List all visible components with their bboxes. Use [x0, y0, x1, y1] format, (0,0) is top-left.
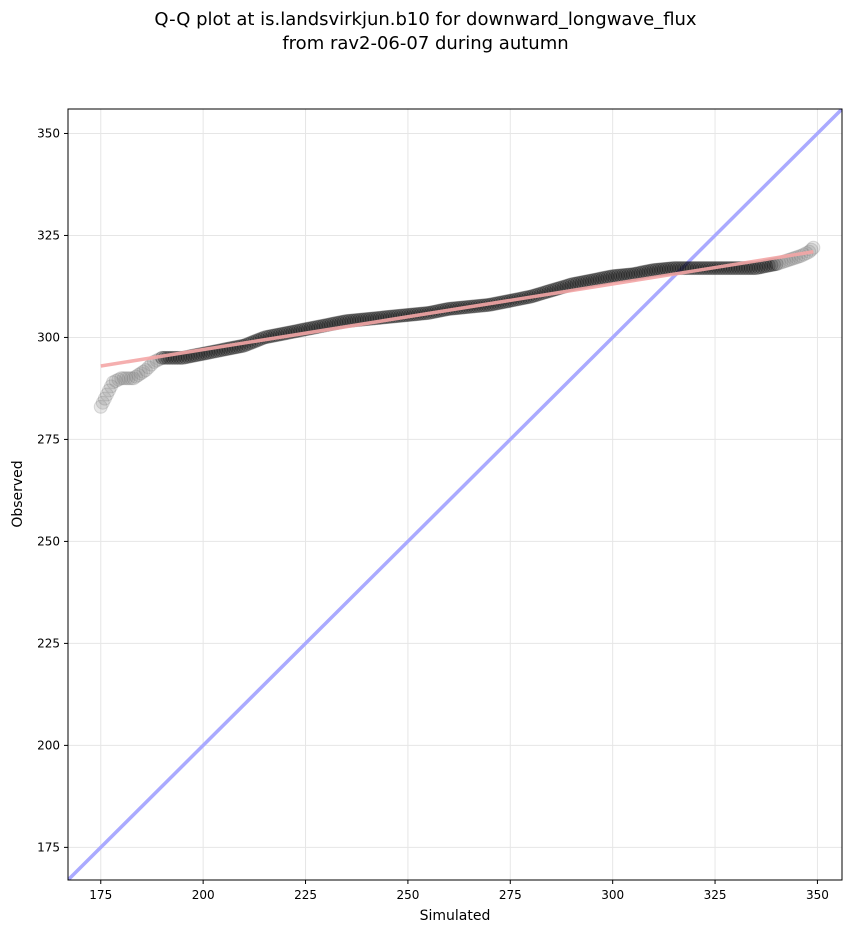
y-tick-label: 350 [37, 126, 60, 140]
quantile-point [106, 375, 121, 390]
plot-frame [67, 108, 843, 881]
quantile-point [99, 387, 114, 402]
y-tick-label: 225 [37, 636, 60, 650]
y-tick-label: 175 [37, 840, 60, 854]
x-axis-ticks: 175 200 225 250 275 300 325 350 [89, 880, 829, 902]
y-tick-label: 250 [37, 534, 60, 548]
quantile-point [93, 399, 108, 414]
title-line-2: from rav2-06-07 during autumn [282, 33, 569, 54]
x-tick-label: 350 [806, 888, 829, 902]
x-tick-label: 200 [192, 888, 215, 902]
x-tick-label: 325 [704, 888, 727, 902]
x-tick-label: 300 [601, 888, 624, 902]
fit-line [100, 250, 814, 368]
chart-title: Q-Q plot at is.landsvirkjun.b10 for down… [0, 8, 851, 56]
quantile-point [136, 364, 151, 379]
grid-lines [68, 109, 842, 880]
quantile-point [114, 371, 129, 386]
quantile-point [95, 395, 110, 410]
x-axis-label: Simulated [420, 908, 491, 924]
identity-line [68, 109, 842, 880]
x-tick-label: 225 [294, 888, 317, 902]
x-tick-label: 275 [499, 888, 522, 902]
x-tick-label: 175 [89, 888, 112, 902]
quantile-point [138, 363, 153, 378]
quantile-point [131, 367, 146, 382]
quantile-point [116, 371, 131, 386]
quantile-point [104, 379, 118, 394]
quantile-point [141, 360, 156, 375]
quantile-point [108, 373, 123, 388]
x-tick-label: 250 [396, 888, 419, 902]
y-tick-label: 200 [37, 738, 60, 752]
y-tick-label: 275 [37, 432, 60, 446]
quantile-point [124, 371, 139, 386]
quantile-point [128, 369, 143, 384]
quantile-point [97, 391, 112, 406]
quantile-point [126, 371, 141, 386]
quantile-point [119, 371, 134, 386]
quantile-point [121, 371, 136, 386]
y-axis-ticks: 175 200 225 250 275 300 325 350 [37, 126, 68, 854]
y-tick-label: 325 [37, 228, 60, 242]
quantile-point [101, 383, 116, 398]
y-axis-label: Observed [10, 460, 26, 527]
quantile-point [111, 372, 126, 387]
y-tick-label: 300 [37, 330, 60, 344]
quantile-point [133, 366, 148, 381]
title-line-1: Q-Q plot at is.landsvirkjun.b10 for down… [154, 9, 697, 30]
